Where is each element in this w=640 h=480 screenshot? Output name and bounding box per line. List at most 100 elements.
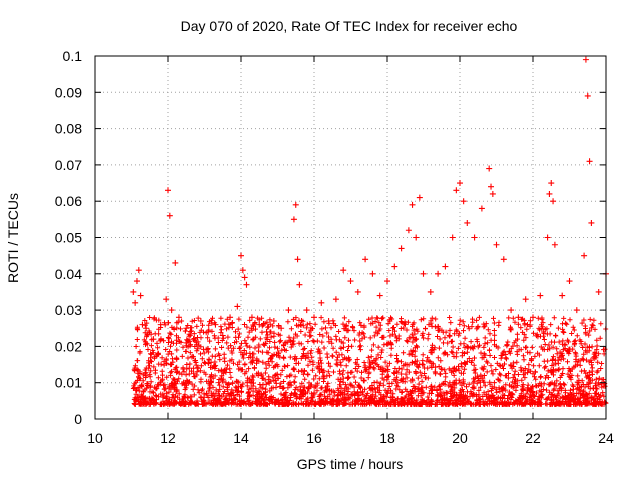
data-point <box>391 263 398 270</box>
data-point <box>546 190 553 197</box>
x-tick-label: 20 <box>452 430 468 446</box>
data-point <box>362 256 369 263</box>
data-point <box>460 198 467 205</box>
data-point <box>157 321 164 328</box>
data-point <box>405 227 412 234</box>
data-points <box>130 56 609 343</box>
data-point <box>227 314 234 321</box>
data-point <box>478 205 485 212</box>
data-point <box>584 92 591 99</box>
y-tick-label: 0.08 <box>55 121 82 137</box>
x-tick-label: 18 <box>379 430 395 446</box>
data-point <box>296 281 303 288</box>
data-point <box>303 307 310 314</box>
y-tick-label: 0.06 <box>55 193 82 209</box>
data-point <box>582 56 589 63</box>
data-point <box>376 292 383 299</box>
data-point <box>172 259 179 266</box>
x-axis-label: GPS time / hours <box>297 456 404 472</box>
data-point <box>205 328 212 335</box>
data-point <box>427 288 434 295</box>
data-point <box>197 317 204 324</box>
data-point <box>278 325 285 332</box>
data-point <box>489 190 496 197</box>
data-point <box>165 187 171 194</box>
data-point <box>442 263 449 270</box>
data-point <box>166 212 173 219</box>
data-point <box>530 314 536 321</box>
data-point <box>573 307 580 314</box>
data-point <box>508 307 515 314</box>
y-tick-label: 0.09 <box>55 84 82 100</box>
data-point <box>183 325 190 332</box>
data-point <box>515 314 522 321</box>
x-tick-label: 22 <box>525 430 541 446</box>
data-point <box>384 278 390 285</box>
data-point <box>294 256 301 263</box>
dense-data-cloud <box>130 314 609 407</box>
data-point <box>488 183 495 190</box>
data-point <box>239 267 246 274</box>
data-point <box>347 278 354 285</box>
data-point <box>137 292 144 299</box>
data-point <box>500 256 507 263</box>
data-point <box>238 252 244 259</box>
data-point <box>212 321 219 328</box>
data-point <box>234 303 241 310</box>
data-point <box>398 245 405 252</box>
data-point <box>416 194 423 201</box>
data-point <box>292 201 299 208</box>
data-point <box>544 234 551 241</box>
data-point <box>435 270 442 277</box>
data-point <box>588 219 595 226</box>
data-point <box>243 281 250 288</box>
data-point <box>551 241 558 248</box>
data-point <box>190 336 197 343</box>
data-point <box>219 332 226 339</box>
data-point <box>457 180 463 187</box>
data-point <box>150 336 157 343</box>
data-point <box>548 180 555 187</box>
data-point <box>248 314 255 321</box>
x-tick-label: 24 <box>598 430 614 446</box>
data-point <box>133 278 140 285</box>
data-point <box>586 158 593 165</box>
data-point <box>522 296 529 303</box>
grid-lines <box>95 56 606 419</box>
data-point <box>581 252 588 259</box>
data-point <box>354 288 361 295</box>
y-tick-label: 0.07 <box>55 157 82 173</box>
data-point <box>290 216 297 223</box>
data-point <box>449 234 456 241</box>
data-point <box>263 328 270 335</box>
data-point <box>493 241 500 248</box>
data-point <box>132 299 139 306</box>
data-point-cloud <box>130 314 609 407</box>
data-point <box>486 165 493 172</box>
data-point <box>471 234 478 241</box>
data-point <box>285 307 292 314</box>
data-point <box>256 321 263 328</box>
data-point <box>369 270 376 277</box>
data-point <box>270 317 277 324</box>
data-point <box>175 314 182 321</box>
y-tick-label: 0 <box>74 411 82 427</box>
data-point <box>420 270 427 277</box>
chart-title: Day 070 of 2020, Rate Of TEC Index for r… <box>181 18 518 34</box>
data-point <box>135 267 142 274</box>
x-tick-label: 10 <box>87 430 103 446</box>
data-point <box>550 198 557 205</box>
x-tick-label: 16 <box>306 430 322 446</box>
y-tick-label: 0.1 <box>63 48 83 64</box>
data-point <box>139 321 146 328</box>
y-tick-label: 0.01 <box>55 375 82 391</box>
data-point <box>143 325 150 332</box>
data-point <box>566 278 573 285</box>
x-tick-label: 14 <box>233 430 249 446</box>
y-tick-label: 0.03 <box>55 302 82 318</box>
y-axis-label: ROTI / TECUs <box>5 193 21 283</box>
y-tick-label: 0.05 <box>55 230 82 246</box>
data-point <box>595 288 602 295</box>
